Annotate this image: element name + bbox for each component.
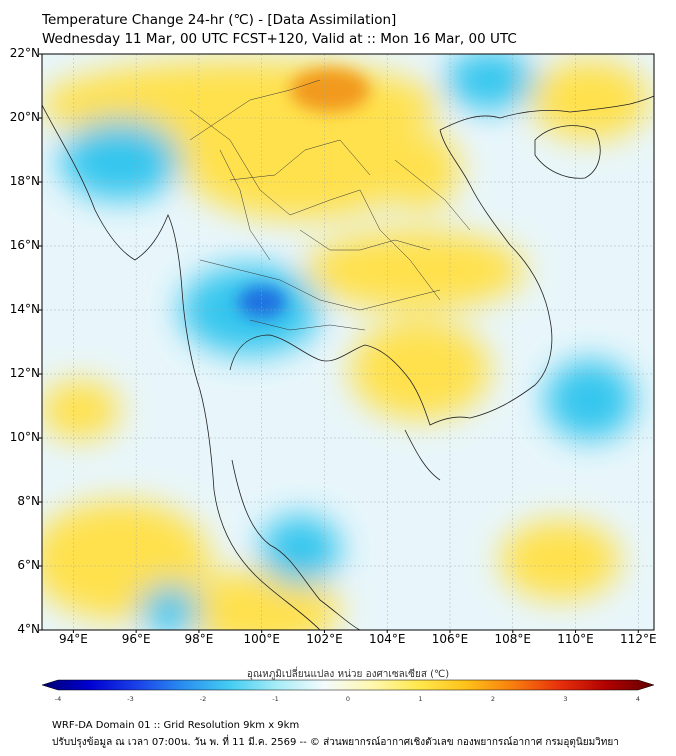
colorbar-tick-label: 1 <box>418 695 423 703</box>
lon-label: 94°E <box>58 632 88 646</box>
footer-domain-info: WRF-DA Domain 01 :: Grid Resolution 9km … <box>52 720 300 731</box>
lon-label: 102°E <box>306 632 343 646</box>
colorbar-tick-label: 2 <box>490 695 496 703</box>
lon-label: 96°E <box>121 632 151 646</box>
lat-label: 6°N <box>17 558 40 572</box>
lon-label: 110°E <box>557 632 594 646</box>
map-title: Temperature Change 24-hr (℃) - [Data Ass… <box>42 12 397 28</box>
axis-ticks <box>39 53 639 633</box>
map-frame <box>41 53 655 631</box>
footer-credit: ปรับปรุงข้อมูล ณ เวลา 07:00น. วัน พ. ที่… <box>52 737 619 748</box>
lon-label: 112°E <box>620 632 657 646</box>
lat-label: 10°N <box>9 430 40 444</box>
lat-label: 14°N <box>9 302 40 316</box>
lon-label: 106°E <box>431 632 469 646</box>
colorbar-tick-label: 4 <box>635 695 641 703</box>
lat-label: 12°N <box>9 366 40 380</box>
colorbar-tick-label: -3 <box>127 695 134 703</box>
map-area <box>42 54 654 630</box>
lat-label: 16°N <box>9 238 40 252</box>
lat-label: 20°N <box>9 110 40 124</box>
colorbar-tick-label: -4 <box>54 695 62 703</box>
colorbar-title: อุณหภูมิเปลี่ยนแปลง หน่วย องศาเซลเซียส (… <box>246 669 450 680</box>
map-subtitle: Wednesday 11 Mar, 00 UTC FCST+120, Valid… <box>42 31 517 47</box>
colorbar-tick-label: -1 <box>272 695 279 703</box>
graticule <box>42 54 654 630</box>
colorbar-tick-label: 0 <box>345 695 351 703</box>
province-borders <box>189 79 471 331</box>
colorbar-tick-label: 3 <box>563 695 568 703</box>
lat-label: 18°N <box>9 174 40 188</box>
lon-label: 100°E <box>243 632 280 646</box>
lon-label: 98°E <box>184 632 214 646</box>
lat-label: 4°N <box>17 622 40 636</box>
coastlines <box>42 95 654 630</box>
lat-label: 22°N <box>9 46 40 60</box>
colorbar <box>41 679 655 691</box>
colorbar-tick-label: -2 <box>199 695 207 703</box>
lon-label: 104°E <box>368 632 406 646</box>
lon-label: 108°E <box>494 632 532 646</box>
lat-label: 8°N <box>17 494 40 508</box>
